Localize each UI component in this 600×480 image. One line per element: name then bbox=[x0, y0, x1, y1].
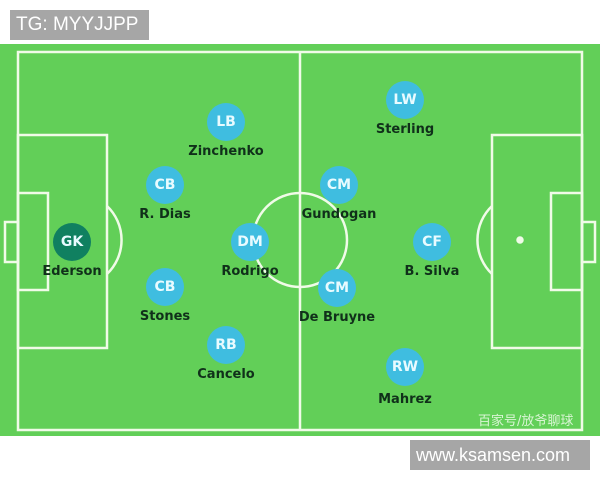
position-badge: CB bbox=[146, 268, 184, 306]
player-name: R. Dias bbox=[139, 207, 191, 222]
player-name: B. Silva bbox=[404, 264, 460, 279]
player-name: Zinchenko bbox=[188, 144, 264, 159]
position-badge: CM bbox=[320, 166, 358, 204]
player-name: Mahrez bbox=[378, 392, 432, 407]
position-badge: CF bbox=[413, 223, 451, 261]
player-gk[interactable]: GK Ederson bbox=[12, 223, 132, 279]
player-cm-2[interactable]: CM De Bruyne bbox=[277, 269, 397, 325]
position-badge: RW bbox=[386, 348, 424, 386]
position-badge: RB bbox=[207, 326, 245, 364]
player-name: Rodrigo bbox=[221, 264, 279, 279]
pitch: GK Ederson LB Zinchenko CB R. Dias CB Stones… bbox=[0, 44, 600, 436]
player-name: Sterling bbox=[375, 122, 435, 137]
player-name: Ederson bbox=[42, 264, 102, 279]
player-cf[interactable]: CF B. Silva bbox=[372, 223, 492, 279]
player-name: Cancelo bbox=[197, 367, 255, 382]
player-cb-1[interactable]: CB R. Dias bbox=[105, 166, 225, 222]
player-lw[interactable]: LW Sterling bbox=[345, 81, 465, 137]
position-badge: DM bbox=[231, 223, 269, 261]
player-name: Stones bbox=[139, 309, 191, 324]
position-badge: GK bbox=[53, 223, 91, 261]
position-badge: LB bbox=[207, 103, 245, 141]
position-badge: CB bbox=[146, 166, 184, 204]
watermark-top: TG: MYYJJPP bbox=[10, 10, 149, 40]
player-rw[interactable]: RW Mahrez bbox=[345, 348, 465, 407]
player-cm-1[interactable]: CM Gundogan bbox=[279, 166, 399, 222]
position-badge: CM bbox=[318, 269, 356, 307]
pitch-lines bbox=[3, 50, 597, 432]
player-name: Gundogan bbox=[301, 207, 377, 222]
player-lb[interactable]: LB Zinchenko bbox=[166, 103, 286, 159]
position-badge: LW bbox=[386, 81, 424, 119]
player-dm[interactable]: DM Rodrigo bbox=[190, 223, 310, 279]
player-cb-2[interactable]: CB Stones bbox=[105, 268, 225, 324]
watermark-bottom: www.ksamsen.com bbox=[410, 440, 590, 470]
watermark-pitch: 百家号/放爷聊球 bbox=[478, 414, 574, 429]
player-rb[interactable]: RB Cancelo bbox=[166, 326, 286, 382]
player-name: De Bruyne bbox=[298, 310, 376, 325]
